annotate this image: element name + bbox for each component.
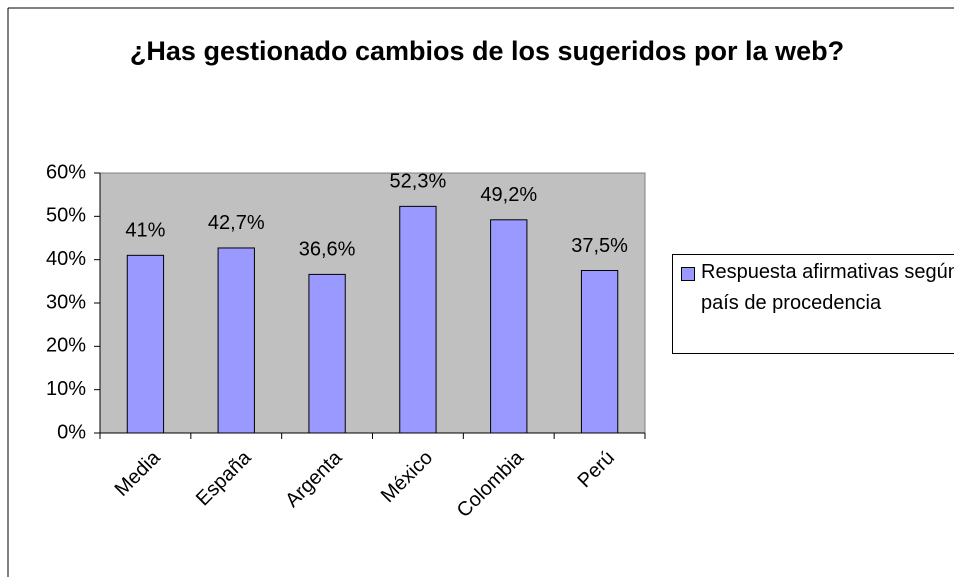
bar	[399, 205, 437, 434]
x-tick-label: Argenta	[281, 446, 347, 512]
x-tick-label: Perú	[573, 447, 618, 492]
data-label: 42,7%	[208, 212, 265, 234]
legend: Respuesta afirmativas según país de proc…	[672, 254, 954, 354]
plot-area	[99, 172, 646, 434]
data-label: 41%	[125, 220, 165, 242]
chart-title: ¿Has gestionado cambios de los sugeridos…	[129, 36, 845, 66]
y-tick-label: 50%	[46, 205, 86, 227]
bar	[580, 270, 619, 434]
bar	[490, 219, 528, 434]
data-label: 52,3%	[390, 171, 447, 193]
y-tick-label: 40%	[46, 248, 86, 270]
bar	[126, 254, 165, 434]
y-tick-label: 30%	[46, 291, 86, 313]
data-label: 49,2%	[480, 184, 537, 206]
y-tick-label: 10%	[46, 378, 86, 400]
legend-label: Respuesta afirmativas según país de proc…	[701, 261, 954, 314]
y-tick-label: 0%	[57, 421, 86, 443]
data-label: 37,5%	[571, 235, 628, 257]
data-label: 36,6%	[299, 239, 356, 261]
bar	[308, 273, 346, 434]
x-tick-label: Colombia	[453, 446, 529, 522]
y-tick-label: 20%	[46, 335, 86, 357]
x-tick-label: Media	[111, 446, 166, 501]
x-tick-label: México	[377, 447, 437, 507]
bar	[217, 247, 255, 434]
y-tick-label: 60%	[46, 161, 86, 183]
x-tick-label: España	[192, 446, 256, 510]
legend-key	[681, 267, 695, 281]
